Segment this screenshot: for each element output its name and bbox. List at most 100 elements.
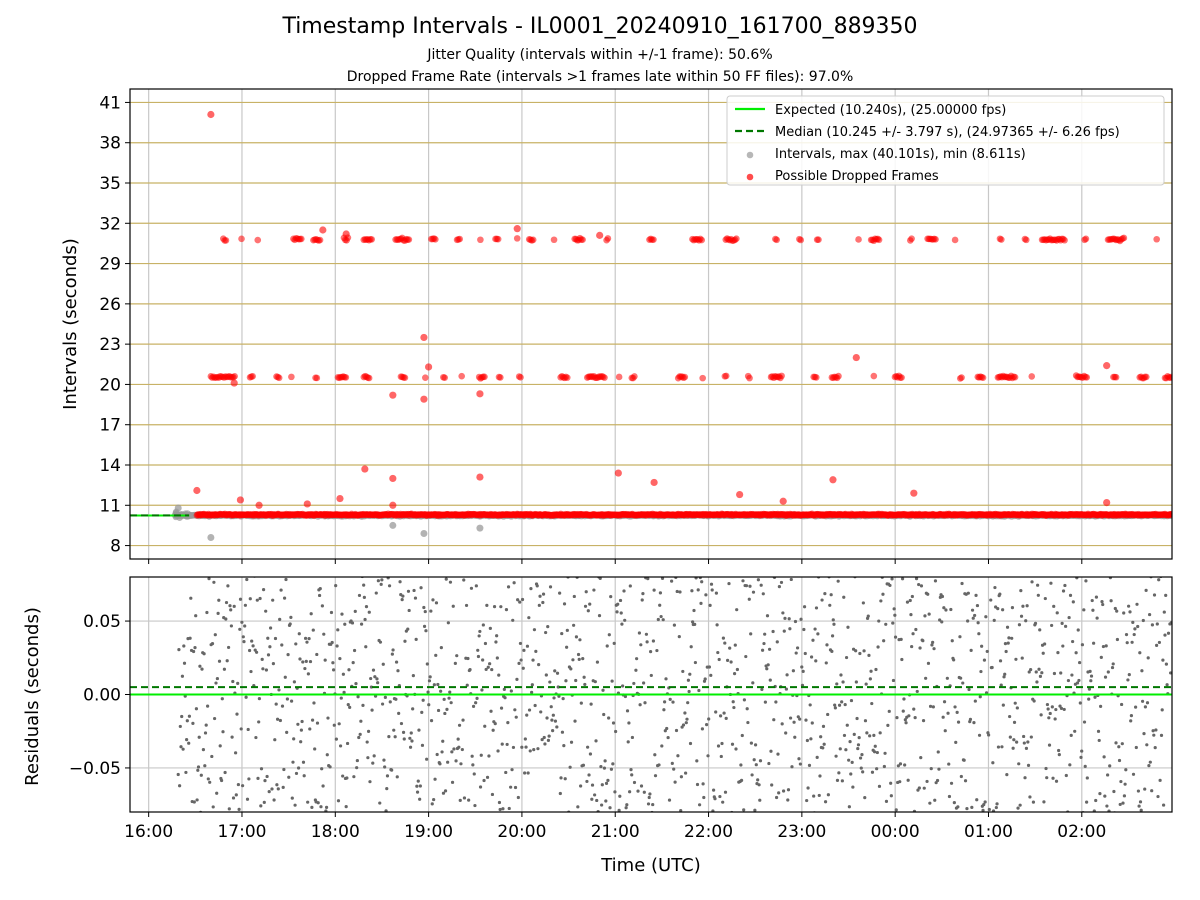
residual-point [952, 658, 956, 662]
residual-point [493, 721, 497, 726]
residual-point [1152, 593, 1157, 597]
residual-point [331, 668, 336, 672]
residual-point [760, 687, 764, 692]
residual-point [445, 707, 449, 711]
residual-point [840, 779, 844, 783]
residual-point [537, 663, 541, 667]
residual-point [679, 808, 683, 812]
residual-point [400, 598, 404, 602]
legend-label: Possible Dropped Frames [775, 169, 939, 184]
residual-point [693, 622, 697, 627]
residual-point [611, 762, 615, 766]
residual-point [555, 671, 560, 675]
residual-point [914, 577, 919, 581]
residual-point [1093, 695, 1097, 699]
residual-point [474, 584, 478, 588]
residual-point [923, 614, 927, 618]
residual-point [1024, 619, 1028, 623]
residual-point [422, 624, 427, 628]
residual-point [1001, 703, 1005, 707]
residual-point [1126, 678, 1130, 682]
residual-point [259, 767, 264, 771]
residual-point [1029, 667, 1033, 672]
residual-point [569, 667, 573, 671]
residual-point [677, 812, 680, 815]
residual-point [272, 798, 276, 802]
residual-point [959, 774, 963, 779]
residual-point [672, 767, 676, 771]
residual-point [311, 628, 315, 632]
residual-point [833, 703, 837, 707]
residual-point [1061, 644, 1065, 648]
residual-point [788, 716, 793, 720]
residual-point [483, 641, 488, 646]
residual-point [898, 762, 903, 766]
residual-point [488, 626, 492, 630]
residual-point [789, 577, 793, 582]
residual-point [248, 597, 252, 601]
residual-point [452, 747, 456, 751]
residual-point [618, 794, 622, 798]
y-tick-label: 41 [99, 93, 121, 113]
residual-point [531, 658, 535, 662]
residual-point [900, 577, 905, 581]
residual-point [347, 668, 351, 672]
residual-point [467, 798, 471, 802]
residual-point [1037, 667, 1041, 671]
residual-point [289, 615, 293, 619]
residual-point [837, 771, 841, 775]
residual-point [1119, 779, 1123, 784]
residual-point [1007, 636, 1011, 640]
dropped-frame-point [368, 236, 376, 243]
dropped-frame-point [932, 236, 939, 243]
residual-point [908, 598, 912, 603]
residual-point [955, 710, 959, 714]
residual-point [387, 735, 391, 739]
residual-point [472, 772, 476, 776]
residual-point [1057, 748, 1061, 753]
residual-point [486, 665, 490, 669]
residual-point [302, 774, 306, 778]
residual-point [220, 697, 224, 701]
residual-point [866, 614, 870, 618]
residual-point [777, 791, 781, 795]
residual-point [698, 803, 702, 807]
residual-point [352, 648, 357, 653]
residual-point [699, 601, 703, 605]
dropped-frame-point [497, 374, 504, 381]
residual-point [502, 687, 506, 691]
residual-point [823, 800, 828, 804]
residual-point [970, 608, 975, 612]
residual-point [683, 711, 687, 715]
residual-point [312, 701, 316, 705]
residual-point [341, 672, 345, 676]
residual-point [1055, 611, 1059, 615]
dropped-frame-outlier-point [236, 496, 245, 504]
residual-point [511, 618, 515, 622]
residual-point [1122, 794, 1127, 798]
residual-point [820, 598, 824, 602]
residual-point [942, 700, 947, 704]
residual-point [688, 672, 692, 676]
residual-point [938, 618, 942, 622]
residual-point [639, 643, 643, 647]
residual-point [418, 784, 422, 788]
residual-point [397, 711, 401, 716]
residual-point [473, 803, 477, 808]
residual-point [661, 618, 665, 622]
residual-point [906, 778, 910, 782]
residual-point [256, 776, 260, 780]
dropped-frame-point [275, 374, 283, 382]
residual-point [900, 657, 904, 662]
residual-point [429, 609, 433, 613]
residual-point [899, 637, 903, 641]
residual-point [276, 787, 280, 791]
residual-point [422, 605, 426, 610]
residual-point [465, 683, 469, 687]
residual-point [723, 641, 727, 645]
residual-point [720, 741, 724, 746]
residual-point [509, 785, 513, 789]
residual-point [357, 735, 361, 740]
residual-point [342, 690, 346, 694]
dropped-frame-point [746, 374, 753, 382]
